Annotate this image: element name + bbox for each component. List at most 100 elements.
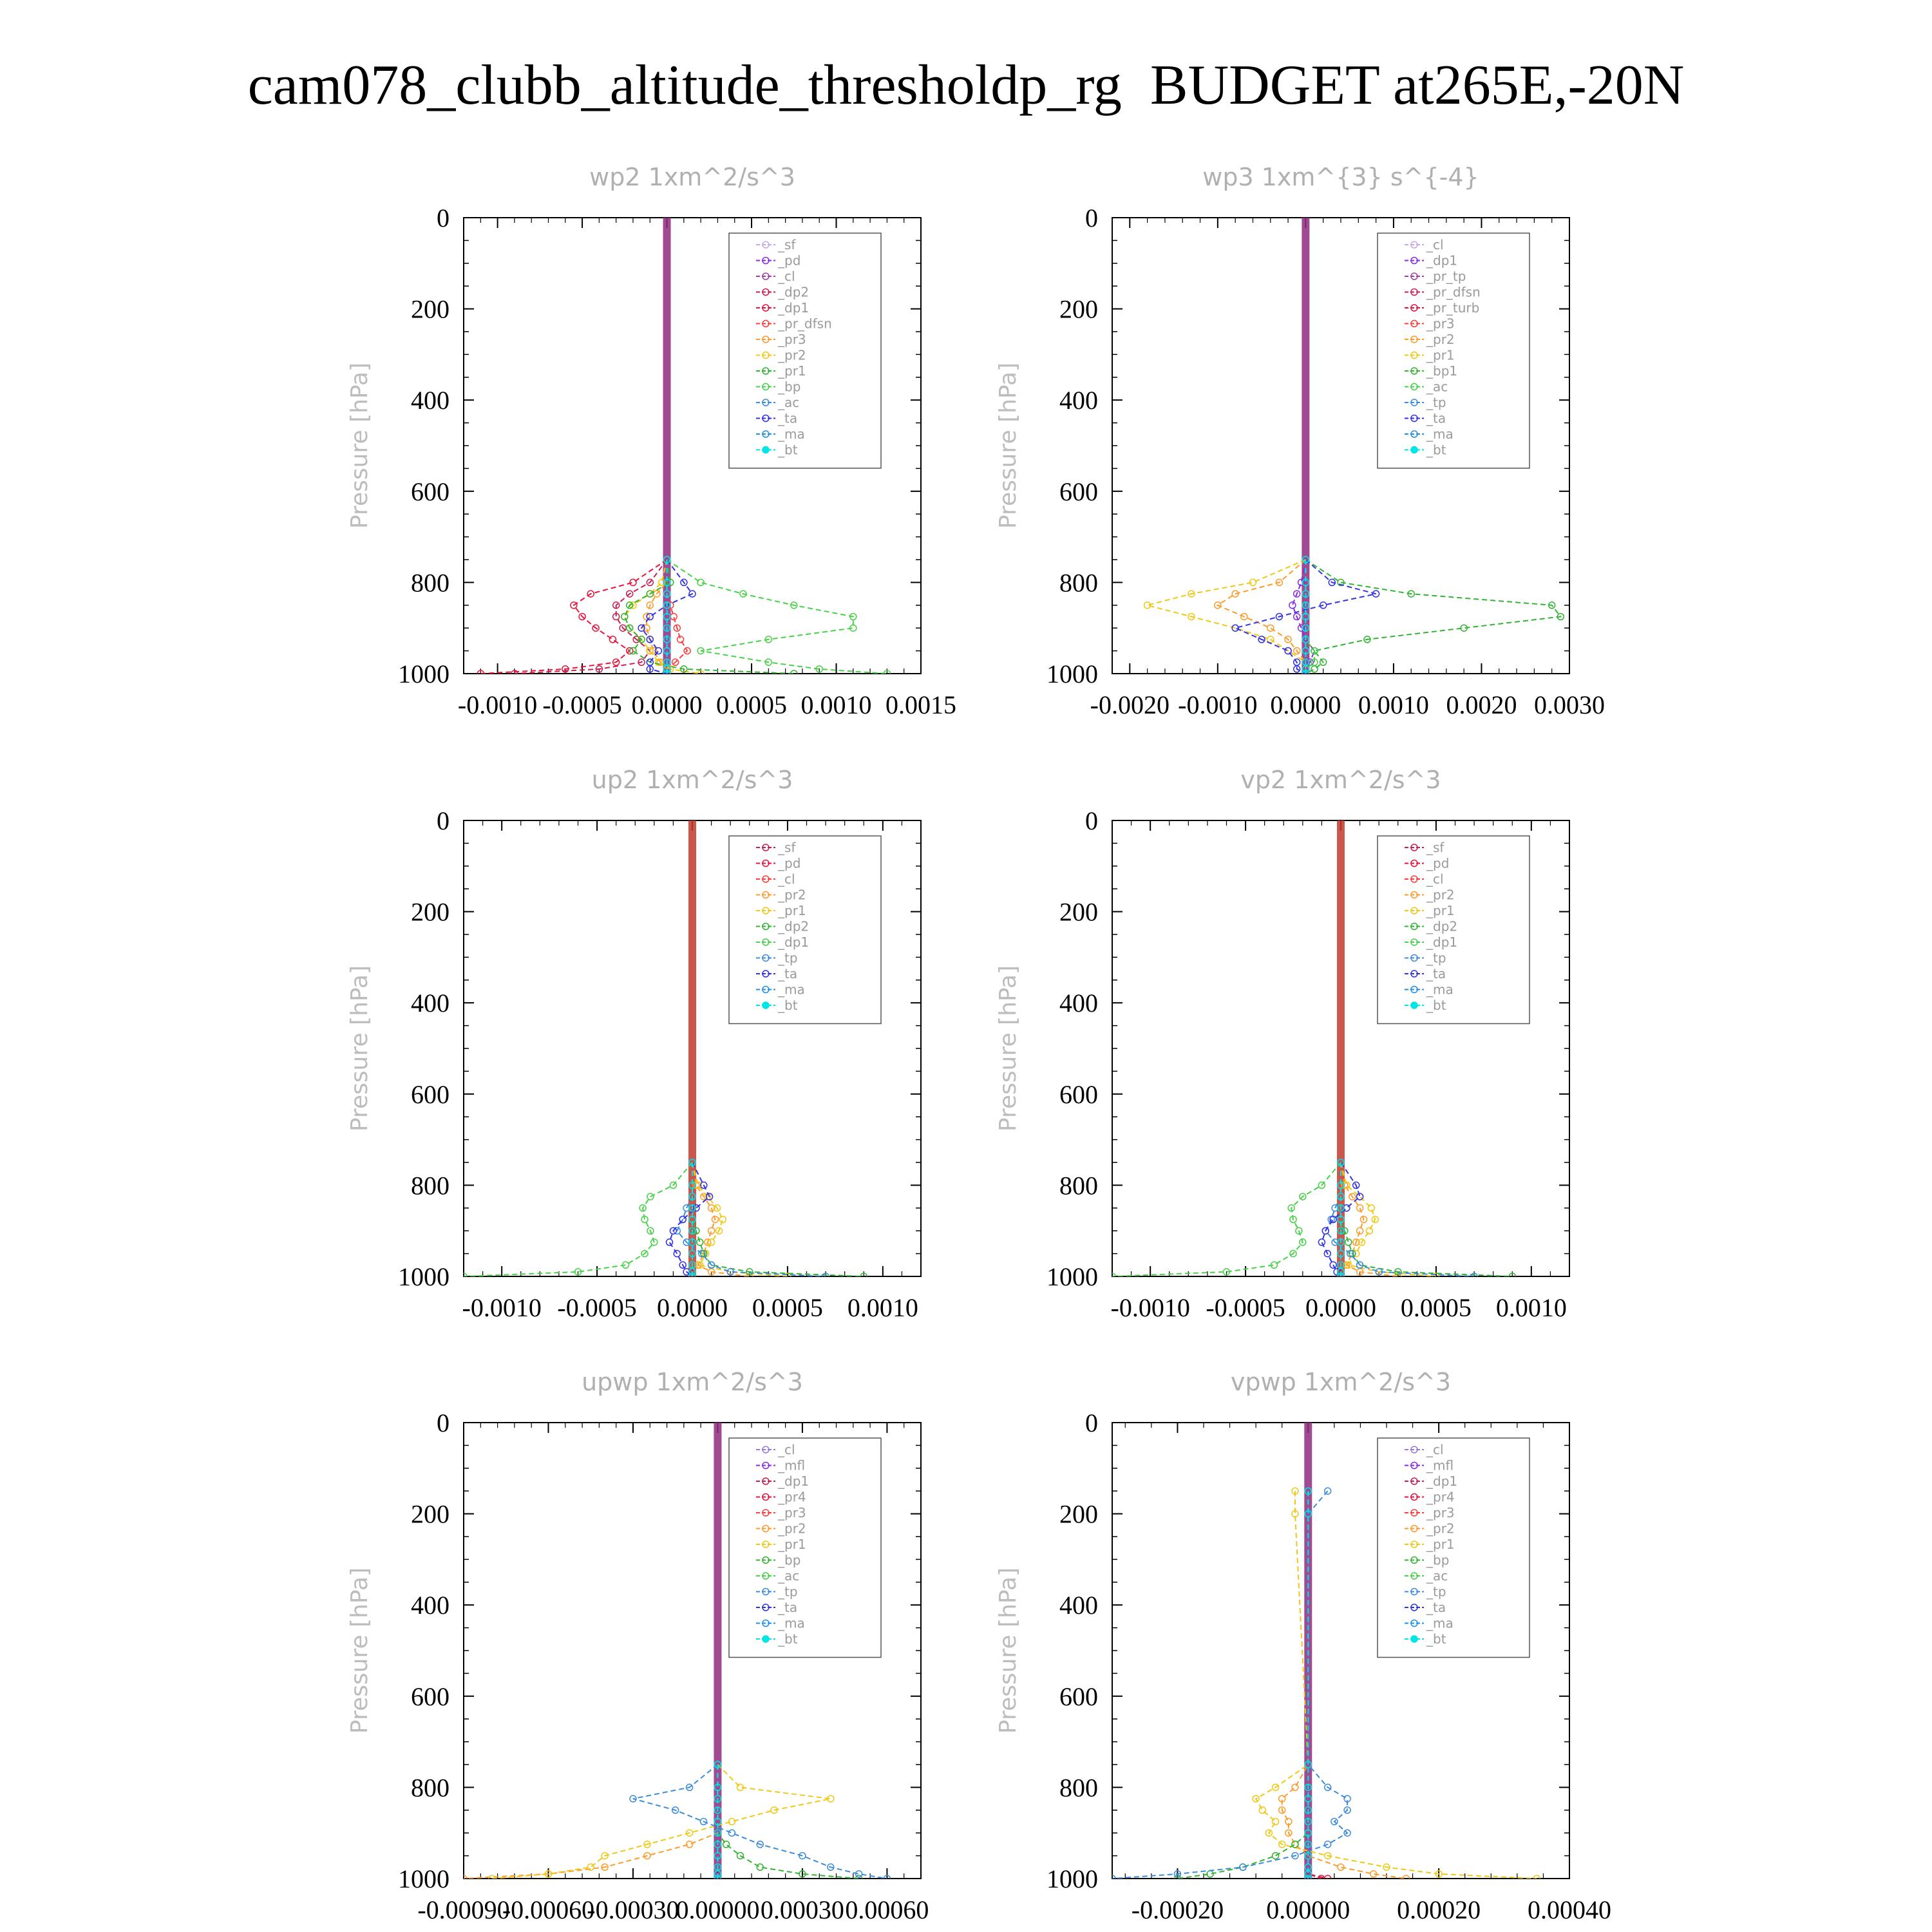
legend-marker	[1410, 1572, 1418, 1580]
data-point	[654, 658, 663, 667]
x-tick-label: -0.0010	[1111, 1293, 1190, 1322]
data-point	[1173, 1875, 1182, 1879]
data-point	[621, 612, 629, 621]
y-tick-label: 0	[1085, 1408, 1098, 1437]
legend-marker	[762, 1524, 770, 1533]
legend-marker	[1410, 907, 1418, 914]
data-point	[1258, 636, 1265, 643]
data-point	[855, 1875, 863, 1879]
legend-marker	[762, 844, 770, 851]
y-tick-label: 600	[1059, 477, 1098, 506]
data-point	[707, 1238, 715, 1246]
legend-label: _ac	[1426, 1568, 1448, 1584]
data-point	[544, 1870, 553, 1878]
legend-label: _pr_turb	[1426, 300, 1479, 316]
legend-label: _cl	[777, 871, 795, 887]
data-point	[612, 612, 620, 621]
y-tick-label: 600	[411, 1080, 450, 1109]
legend-label: _pr2	[777, 348, 806, 363]
legend-label: _ta	[777, 411, 797, 426]
data-point	[1143, 601, 1151, 609]
data-point	[646, 601, 654, 609]
data-point	[673, 624, 681, 632]
data-point	[1352, 1238, 1360, 1246]
data-point	[1345, 1238, 1352, 1246]
data-point	[1337, 1215, 1345, 1224]
legend-label: _pr1	[1426, 348, 1455, 363]
legend-label: _pr_dfsn	[1426, 285, 1481, 300]
data-point	[629, 578, 637, 587]
data-point	[680, 578, 688, 587]
chart-panel: vp2 1xm^2/s^3 Pressure [hPa] 0 200 400 600 800…	[995, 766, 1570, 1322]
y-tick-label: 200	[1059, 1500, 1098, 1529]
data-point	[663, 590, 671, 598]
data-point	[1356, 1193, 1364, 1200]
zero-profile-band	[714, 1423, 722, 1879]
legend-marker	[1410, 1509, 1418, 1517]
series-line-tp	[676, 1162, 826, 1276]
series-group	[464, 1159, 868, 1276]
data-point	[1337, 1249, 1345, 1258]
data-point	[1278, 1806, 1286, 1814]
legend-marker	[1410, 844, 1418, 851]
legend-label: _sf	[1426, 840, 1444, 855]
data-point	[1352, 1181, 1360, 1189]
data-point	[1337, 1273, 1345, 1276]
data-point	[1337, 1227, 1345, 1235]
series-line-dp2	[514, 559, 668, 674]
data-point	[1231, 624, 1239, 632]
data-point	[714, 1817, 722, 1826]
legend-label: _tp	[1426, 951, 1446, 966]
data-point	[1293, 647, 1301, 655]
data-point	[736, 1783, 744, 1792]
legend-marker	[1410, 256, 1418, 265]
data-point	[688, 1215, 696, 1224]
y-tick-label: 0	[437, 1408, 450, 1437]
legend-label: _ma	[777, 1616, 805, 1631]
data-point	[827, 1863, 835, 1871]
data-point	[1285, 1829, 1293, 1837]
series-line-dp1	[1112, 1162, 1341, 1276]
y-tick-label: 400	[411, 1591, 450, 1620]
data-point	[790, 670, 798, 674]
series-group	[1112, 1159, 1517, 1276]
data-point	[784, 1273, 791, 1276]
data-point	[696, 1238, 704, 1246]
y-axis-label: Pressure [hPa]	[995, 363, 1021, 529]
legend-marker	[762, 272, 770, 280]
series-line-tp	[1325, 1162, 1475, 1276]
legend-marker	[1410, 351, 1418, 359]
zero-profile-band	[1302, 218, 1310, 674]
data-point	[1278, 1795, 1286, 1803]
x-tick-label: 0.0000	[632, 690, 703, 719]
series-line-pr1	[692, 1162, 788, 1276]
legend-label: _cl	[1426, 237, 1444, 252]
data-point	[714, 1783, 722, 1792]
data-point	[625, 601, 634, 609]
data-point	[1291, 1841, 1299, 1848]
legend-label: _pr2	[1426, 1521, 1455, 1537]
legend-label: _ta	[777, 1600, 797, 1615]
data-point	[647, 1193, 654, 1200]
y-tick-label: 200	[411, 898, 450, 927]
data-point	[688, 1268, 696, 1276]
legend-marker	[1410, 1556, 1418, 1564]
data-point	[621, 1261, 630, 1269]
y-tick-label: 200	[1059, 898, 1098, 927]
legend-marker	[762, 1461, 770, 1470]
data-point	[1323, 1852, 1332, 1860]
legend-label: _bt	[777, 442, 798, 458]
data-point	[578, 612, 586, 621]
data-point	[1304, 1817, 1312, 1826]
legend-marker	[762, 1001, 770, 1009]
data-point	[663, 624, 671, 632]
legend-box	[728, 232, 882, 469]
legend-marker	[1410, 1493, 1418, 1501]
legend-label: _ta	[777, 966, 797, 981]
data-point	[643, 612, 650, 621]
data-point	[1258, 1806, 1267, 1814]
legend-marker	[1410, 1446, 1418, 1454]
x-tick-label: -0.0010	[1178, 690, 1257, 719]
legend-label: _tp	[1426, 1584, 1446, 1600]
